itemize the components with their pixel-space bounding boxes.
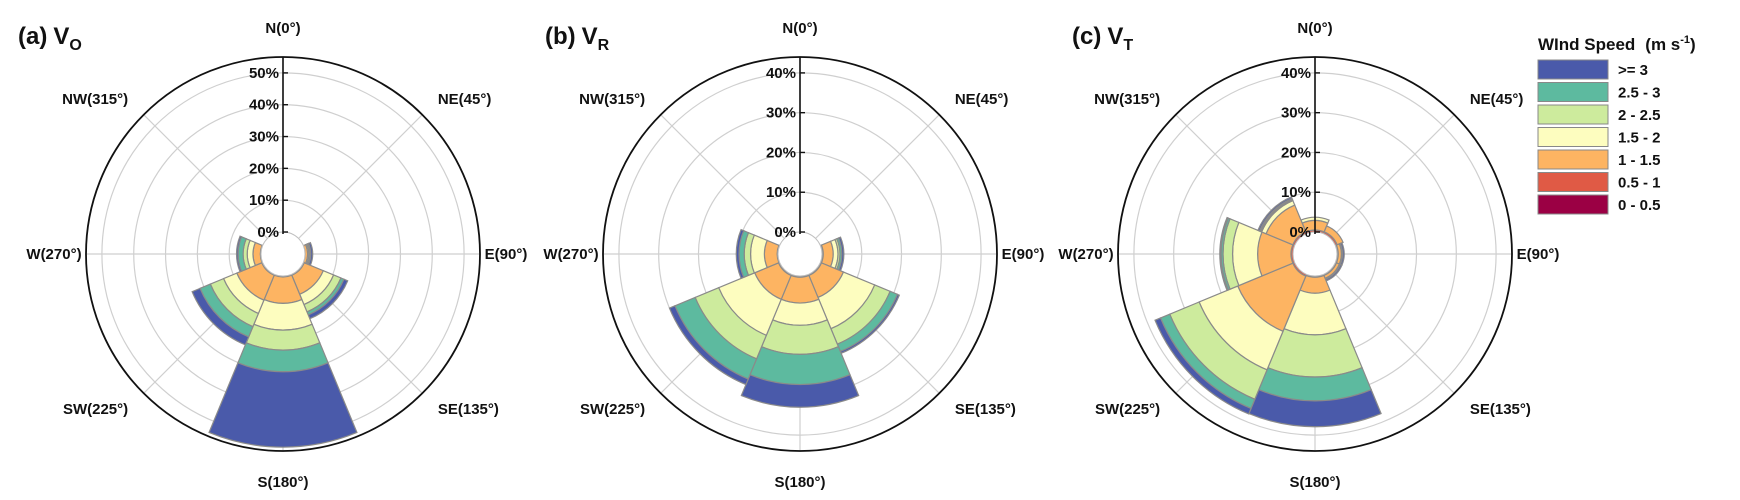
panel-title-b: (b) VR [545,23,610,54]
legend-items: >= 3 2.5 - 3 2 - 2.5 1.5 - 2 1 - 1.5 0.5 - 1 0… [1537,59,1661,215]
radial-tick-label: 20% [249,160,279,177]
radial-tick-label: 10% [249,192,279,209]
rose-bar [1267,327,1363,378]
direction-label-s: S(180°) [257,474,308,491]
direction-label-w: W(270°) [1058,246,1113,263]
radial-tick-label: 0% [257,224,279,241]
direction-label-se: SE(135°) [1470,401,1531,418]
direction-label-nw: NW(315°) [579,91,645,108]
legend-label: 0.5 - 1 [1618,175,1661,192]
legend-label: 0 - 0.5 [1618,197,1661,214]
rose-bar [208,362,358,448]
rose-bar [191,287,250,346]
rose-bar [1219,216,1229,292]
direction-label-ne: NE(45°) [955,91,1009,108]
radial-tick-label: 50% [249,65,279,82]
grid-spoke [298,114,423,239]
legend-title: WInd Speed (m s-1) [1538,34,1696,54]
rose-bar [1257,196,1293,232]
legend-swatch [1537,149,1609,170]
rose-bar [760,319,840,355]
windrose-panel-b: (b) VR 0% 10% 20% 30% 40% N(0°) NE(45°) E(90°) S… [543,20,1044,491]
direction-labels-b: N(0°) NE(45°) E(90°) SE(135°) S(180°) SW(225°… [543,20,1044,491]
radial-tick-label: 30% [249,129,279,146]
legend-swatch [1537,194,1609,215]
direction-label-e: E(90°) [1517,246,1560,263]
grid-spoke [143,114,268,239]
direction-label-s: S(180°) [774,474,825,491]
radial-tick-label: 20% [1281,144,1311,161]
panel-title-c: (c) VT [1072,23,1133,54]
rose-bar [750,234,768,274]
direction-label-s: S(180°) [1289,474,1340,491]
direction-label-e: E(90°) [1002,246,1045,263]
grid-spoke [1330,114,1455,239]
rose-bar [1232,221,1263,287]
legend-swatch [1537,104,1609,125]
radial-axis-b: 0% 10% 20% 30% 40% [766,57,823,277]
grid-spoke [1330,269,1455,394]
rose-bar [1154,317,1252,415]
rose-bar [235,235,243,273]
legend-label: >= 3 [1618,62,1648,79]
legend-label: 1.5 - 2 [1618,130,1661,147]
direction-label-sw: SW(225°) [580,401,645,418]
windrose-panel-c: (c) VT 0% 10% 20% 30% 40% N(0°) NE(45°) E(90°) S… [1058,20,1559,491]
direction-label-w: W(270°) [543,246,598,263]
radial-tick-label: 30% [766,105,796,122]
rose-bar [763,239,780,269]
direction-label-n: N(0°) [1297,20,1332,37]
direction-label-se: SE(135°) [955,401,1016,418]
direction-label-ne: NE(45°) [438,91,492,108]
direction-label-nw: NW(315°) [62,91,128,108]
direction-label-ne: NE(45°) [1470,91,1524,108]
windrose-panel-a: (a) VO 0% 10% 20% 30% 40% 50% N(0°) NE(45°) E(90… [18,20,527,491]
grid-spoke [815,114,940,239]
radial-axis-a: 0% 10% 20% 30% 40% 50% [249,57,306,277]
direction-label-se: SE(135°) [438,401,499,418]
radial-tick-label: 20% [766,144,796,161]
direction-label-n: N(0°) [265,20,300,37]
legend-swatch [1537,82,1609,102]
grid-spoke [660,114,785,239]
radial-tick-label: 40% [249,97,279,114]
radial-tick-label: 30% [1281,105,1311,122]
legend-swatch [1537,127,1609,147]
panel-title-a: (a) VO [18,23,82,54]
legend-label: 2 - 2.5 [1618,107,1661,124]
rose-bar [668,305,749,386]
direction-labels-c: N(0°) NE(45°) E(90°) SE(135°) S(180°) SW(225°… [1058,20,1559,491]
direction-label-n: N(0°) [782,20,817,37]
radial-axis-c: 0% 10% 20% 30% 40% [1281,57,1338,277]
direction-labels-a: N(0°) NE(45°) E(90°) SE(135°) S(180°) SW(225°… [26,20,527,491]
legend-swatch [1537,172,1609,192]
legend-label: 2.5 - 3 [1618,85,1661,102]
radial-tick-label: 0% [1289,224,1311,241]
direction-label-nw: NW(315°) [1094,91,1160,108]
legend-label: 1 - 1.5 [1618,152,1661,169]
direction-label-sw: SW(225°) [63,401,128,418]
radial-tick-label: 10% [766,184,796,201]
rose-bars-c [1154,196,1382,428]
direction-label-sw: SW(225°) [1095,401,1160,418]
rose-bar [771,298,829,326]
legend-swatch [1537,59,1609,80]
rose-bars-b [668,228,901,408]
radial-tick-label: 40% [766,65,796,82]
direction-label-e: E(90°) [485,246,528,263]
radial-tick-label: 0% [774,224,796,241]
radial-tick-label: 10% [1281,184,1311,201]
legend: WInd Speed (m s-1) >= 3 2.5 - 3 2 - 2.5 1.5 … [1537,34,1696,215]
direction-label-w: W(270°) [26,246,81,263]
radial-tick-label: 40% [1281,65,1311,82]
rose-bars-a [191,235,358,448]
rose-bar [735,228,745,280]
